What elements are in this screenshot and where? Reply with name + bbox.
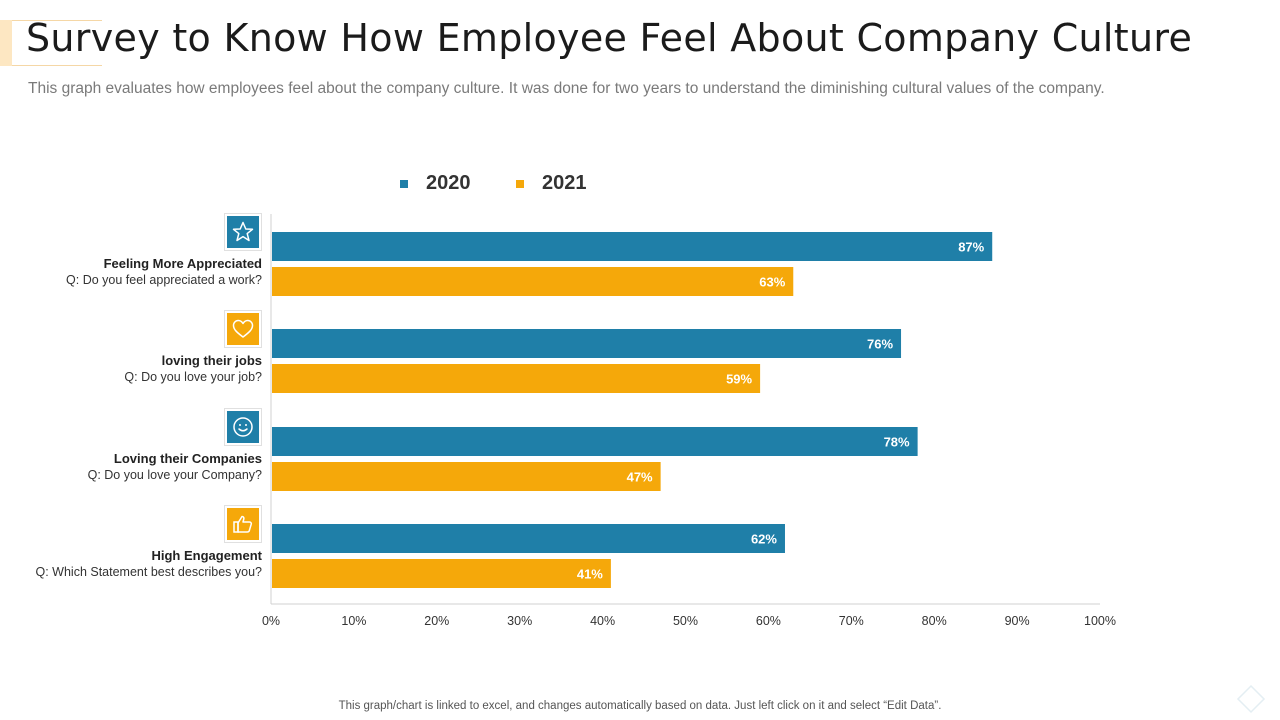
legend-label-2020: 2020 (426, 172, 471, 194)
page-subtitle: This graph evaluates how employees feel … (28, 80, 1105, 97)
data-label-2021-1: 59% (726, 372, 752, 387)
data-label-2020-1: 76% (867, 337, 893, 352)
x-tick-label: 80% (922, 614, 947, 628)
thumbs-up-icon (233, 515, 253, 533)
category-label-jobs: loving their jobs Q: Do you love your jo… (0, 353, 262, 385)
x-tick-label: 40% (590, 614, 615, 628)
data-label-2021-2: 47% (627, 470, 653, 485)
x-tick-label: 50% (673, 614, 698, 628)
category-icon-tile-appreciated (224, 213, 262, 251)
legend-label-2021: 2021 (542, 172, 587, 194)
bar-2020-3 (272, 524, 785, 553)
bar-2020-2 (272, 427, 918, 456)
star-icon (232, 221, 254, 242)
category-name: Feeling More Appreciated (103, 256, 262, 271)
bar-2021-1 (272, 364, 761, 393)
title-accent-bar (0, 20, 12, 66)
diamond-deco-icon (1236, 684, 1266, 714)
category-question: Q: Do you love your Company? (87, 468, 262, 482)
x-tick-label: 10% (341, 614, 366, 628)
category-label-appreciated: Feeling More Appreciated Q: Do you feel … (0, 256, 262, 288)
data-label-2021-0: 63% (759, 275, 785, 290)
legend-item-2021: 2021 (516, 172, 587, 195)
category-question: Q: Do you love your job? (124, 370, 262, 384)
category-icon-tile-engagement (224, 505, 262, 543)
x-tick-label: 90% (1005, 614, 1030, 628)
category-name: High Engagement (151, 548, 262, 563)
x-tick-label: 100% (1084, 614, 1116, 628)
x-tick-label: 60% (756, 614, 781, 628)
chart-legend: 2020 2021 (0, 172, 1280, 198)
category-question: Q: Do you feel appreciated a work? (66, 273, 262, 287)
category-question: Q: Which Statement best describes you? (35, 565, 263, 579)
title-accent-line-bottom (12, 65, 102, 66)
title-accent-line-top (12, 20, 102, 21)
category-name: loving their jobs (161, 353, 262, 368)
legend-swatch-2021 (516, 179, 524, 188)
category-icon-tile-companies (224, 408, 262, 446)
category-icon-tile-jobs (224, 310, 262, 348)
bar-2020-0 (272, 232, 993, 261)
x-tick-label: 70% (839, 614, 864, 628)
data-label-2020-3: 62% (751, 532, 777, 547)
bar-2021-0 (272, 267, 794, 296)
category-name: Loving their Companies (113, 451, 262, 466)
footnote: This graph/chart is linked to excel, and… (338, 700, 942, 712)
bar-2021-2 (272, 462, 661, 491)
heart-icon (232, 319, 254, 338)
x-tick-label: 0% (262, 614, 280, 628)
bar-2021-3 (272, 559, 611, 588)
page-title: Survey to Know How Employee Feel About C… (26, 16, 1193, 60)
data-label-2020-2: 78% (884, 435, 910, 450)
x-tick-label: 30% (507, 614, 532, 628)
legend-item-2020: 2020 (400, 172, 471, 195)
smiley-icon (233, 417, 253, 437)
x-tick-label: 20% (424, 614, 449, 628)
data-label-2021-3: 41% (577, 567, 603, 582)
legend-swatch-2020 (400, 179, 408, 188)
bar-2020-1 (272, 329, 902, 358)
category-label-companies: Loving their Companies Q: Do you love yo… (0, 451, 262, 483)
category-label-engagement: High Engagement Q: Which Statement best … (0, 548, 263, 580)
data-label-2020-0: 87% (958, 240, 984, 255)
